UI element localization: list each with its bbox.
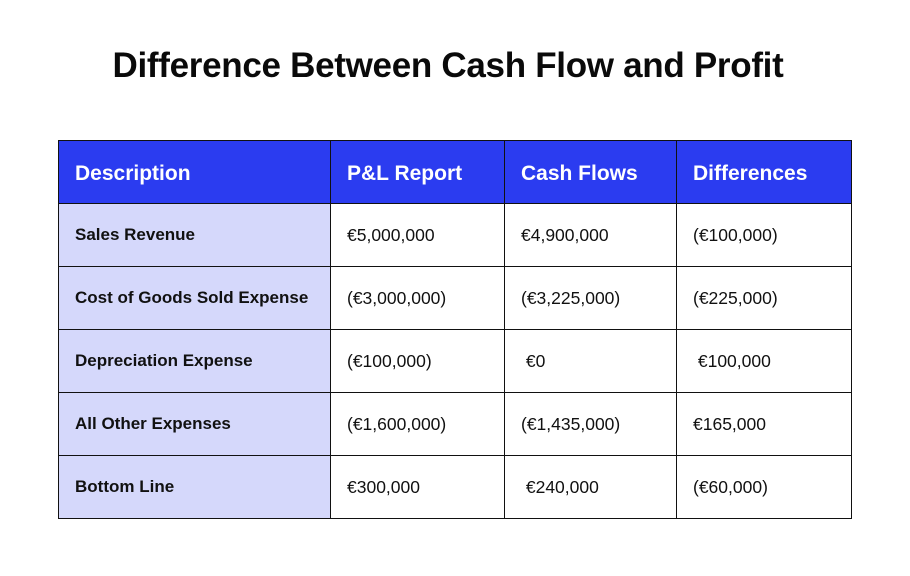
cash-flows-value: (€3,225,000)	[504, 266, 677, 330]
differences-value: €100,000	[676, 329, 852, 393]
pl-report-value: (€100,000)	[330, 329, 505, 393]
pl-report-value: (€3,000,000)	[330, 266, 505, 330]
cash-flows-value: €240,000	[504, 455, 677, 519]
table-row: Bottom Line €300,000 €240,000 (€60,000)	[58, 455, 852, 519]
page-title: Difference Between Cash Flow and Profit	[112, 46, 784, 85]
row-description: All Other Expenses	[58, 392, 331, 456]
row-description: Cost of Goods Sold Expense	[58, 266, 331, 330]
pl-report-value: (€1,600,000)	[330, 392, 505, 456]
cash-flows-value: €4,900,000	[504, 203, 677, 267]
pl-report-value: €5,000,000	[330, 203, 505, 267]
column-header-description: Description	[58, 140, 331, 204]
table-row: Sales Revenue €5,000,000 €4,900,000 (€10…	[58, 203, 852, 267]
column-header-differences: Differences	[676, 140, 852, 204]
table-row: All Other Expenses (€1,600,000) (€1,435,…	[58, 392, 852, 456]
cash-flows-value: €0	[504, 329, 677, 393]
column-header-pl-report: P&L Report	[330, 140, 505, 204]
table-row: Cost of Goods Sold Expense (€3,000,000) …	[58, 266, 852, 330]
differences-value: €165,000	[676, 392, 852, 456]
differences-value: (€100,000)	[676, 203, 852, 267]
table-header-row: Description P&L Report Cash Flows Differ…	[58, 140, 852, 204]
cash-flows-value: (€1,435,000)	[504, 392, 677, 456]
column-header-cash-flows: Cash Flows	[504, 140, 677, 204]
comparison-table: Description P&L Report Cash Flows Differ…	[58, 140, 852, 519]
row-description: Depreciation Expense	[58, 329, 331, 393]
row-description: Bottom Line	[58, 455, 331, 519]
row-description: Sales Revenue	[58, 203, 331, 267]
pl-report-value: €300,000	[330, 455, 505, 519]
differences-value: (€225,000)	[676, 266, 852, 330]
differences-value: (€60,000)	[676, 455, 852, 519]
table-row: Depreciation Expense (€100,000) €0 €100,…	[58, 329, 852, 393]
